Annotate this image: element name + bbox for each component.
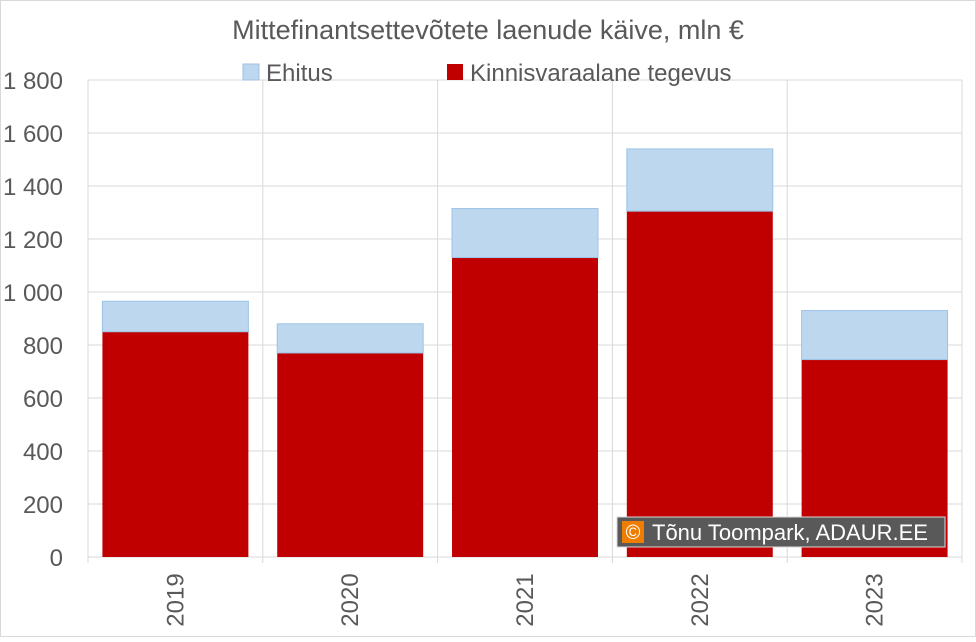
bar-ehitus-2023 (801, 310, 949, 361)
y-tick-label: 0 (50, 545, 63, 572)
bar-ehitus-2021 (451, 208, 599, 259)
x-tick-label: 2020 (337, 573, 364, 626)
chart-title: Mittefinantsettevõtete laenude käive, ml… (232, 15, 744, 45)
x-tick-label: 2023 (862, 573, 889, 626)
bar-kinnisvara-2021 (452, 257, 598, 557)
y-tick-label: 600 (23, 386, 63, 413)
bar-ehitus-2019 (101, 300, 249, 333)
y-tick-label: 1 200 (3, 227, 63, 254)
y-axis-ticks: 0 200 400 600 800 1 000 1 200 1 400 1 600 1 800 (3, 68, 63, 572)
bars (101, 148, 949, 558)
watermark-text: Tõnu Toompark, ADAUR.EE (652, 520, 928, 545)
y-tick-label: 1 600 (3, 121, 63, 148)
y-tick-label: 1 000 (3, 280, 63, 307)
bar-ehitus-2022 (626, 148, 774, 212)
watermark: © Tõnu Toompark, ADAUR.EE (616, 516, 946, 548)
bar-kinnisvara-2020 (277, 352, 424, 557)
legend-label: Ehitus (266, 60, 333, 87)
y-tick-label: 200 (23, 492, 63, 519)
x-tick-label: 2019 (162, 573, 189, 626)
x-tick-label: 2021 (512, 573, 539, 626)
legend-label: Kinnisvaraalane tegevus (470, 60, 732, 87)
x-axis-ticks: 2019 2020 2021 2022 2023 (162, 573, 888, 626)
y-tick-label: 1 400 (3, 174, 63, 201)
legend-swatch (242, 63, 260, 81)
x-tick-label: 2022 (687, 573, 714, 626)
y-tick-label: 1 800 (3, 68, 63, 95)
copyright-symbol: © (626, 522, 641, 544)
bar-kinnisvara-2022 (626, 211, 773, 558)
legend-swatch (447, 64, 463, 80)
y-tick-label: 800 (23, 333, 63, 360)
bar-ehitus-2020 (276, 323, 424, 354)
legend: Ehitus Kinnisvaraalane tegevus (242, 60, 732, 87)
copyright-badge (622, 521, 644, 543)
bar-kinnisvara-2019 (102, 331, 249, 557)
y-tick-label: 400 (23, 439, 63, 466)
